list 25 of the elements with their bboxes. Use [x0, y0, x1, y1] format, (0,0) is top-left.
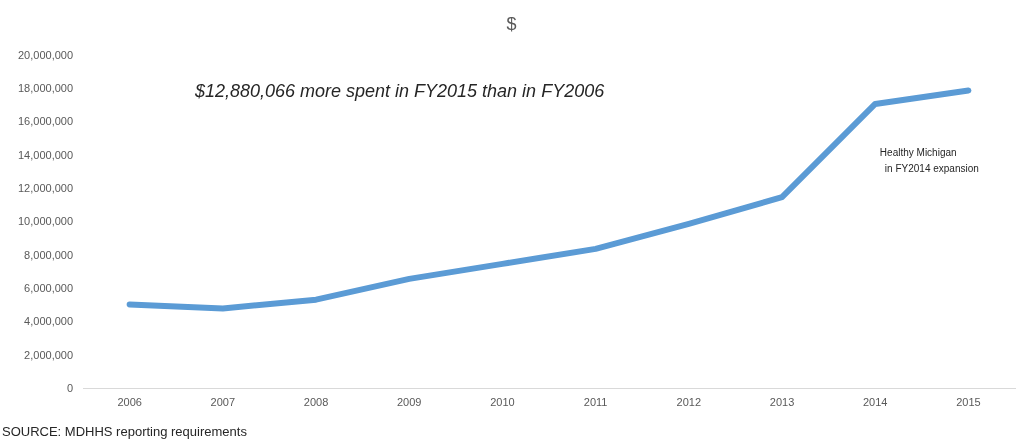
y-tick-label: 10,000,000 — [17, 215, 74, 228]
annotation: $12,880,066 more spent in FY2015 than in FY2006 — [193, 81, 606, 101]
y-tick-label: 0 — [66, 381, 74, 394]
y-tick-label: 2,000,000 — [24, 348, 74, 361]
x-tick-label: 2013 — [769, 396, 795, 409]
y-tick-label: 12,000,000 — [17, 181, 74, 194]
y-tick-label: 16,000,000 — [17, 115, 74, 128]
x-tick-label: 2012 — [676, 396, 702, 409]
x-tick-label: 2008 — [303, 396, 329, 409]
source-note: SOURCE: MDHHS reporting requirements — [2, 423, 248, 439]
x-tick-label: 2015 — [956, 396, 981, 409]
y-tick-label: 20,000,000 — [17, 48, 74, 61]
x-tick-label: 2011 — [583, 396, 608, 409]
x-tick-label: 2007 — [210, 396, 236, 409]
x-tick-label: 2014 — [862, 396, 888, 409]
y-tick-label: 18,000,000 — [17, 81, 74, 94]
y-tick-label: 6,000,000 — [24, 281, 74, 294]
x-tick-label: 2006 — [117, 396, 142, 409]
y-tick-label: 14,000,000 — [17, 148, 74, 161]
y-tick-label: 8,000,000 — [24, 248, 74, 261]
y-tick-label: 4,000,000 — [24, 315, 74, 328]
annotation: Healthy Michigan in FY2014 expansion — [879, 146, 979, 174]
chart-title: $ — [506, 13, 517, 34]
x-tick-label: 2010 — [490, 396, 515, 409]
x-tick-label: 2009 — [396, 396, 422, 409]
